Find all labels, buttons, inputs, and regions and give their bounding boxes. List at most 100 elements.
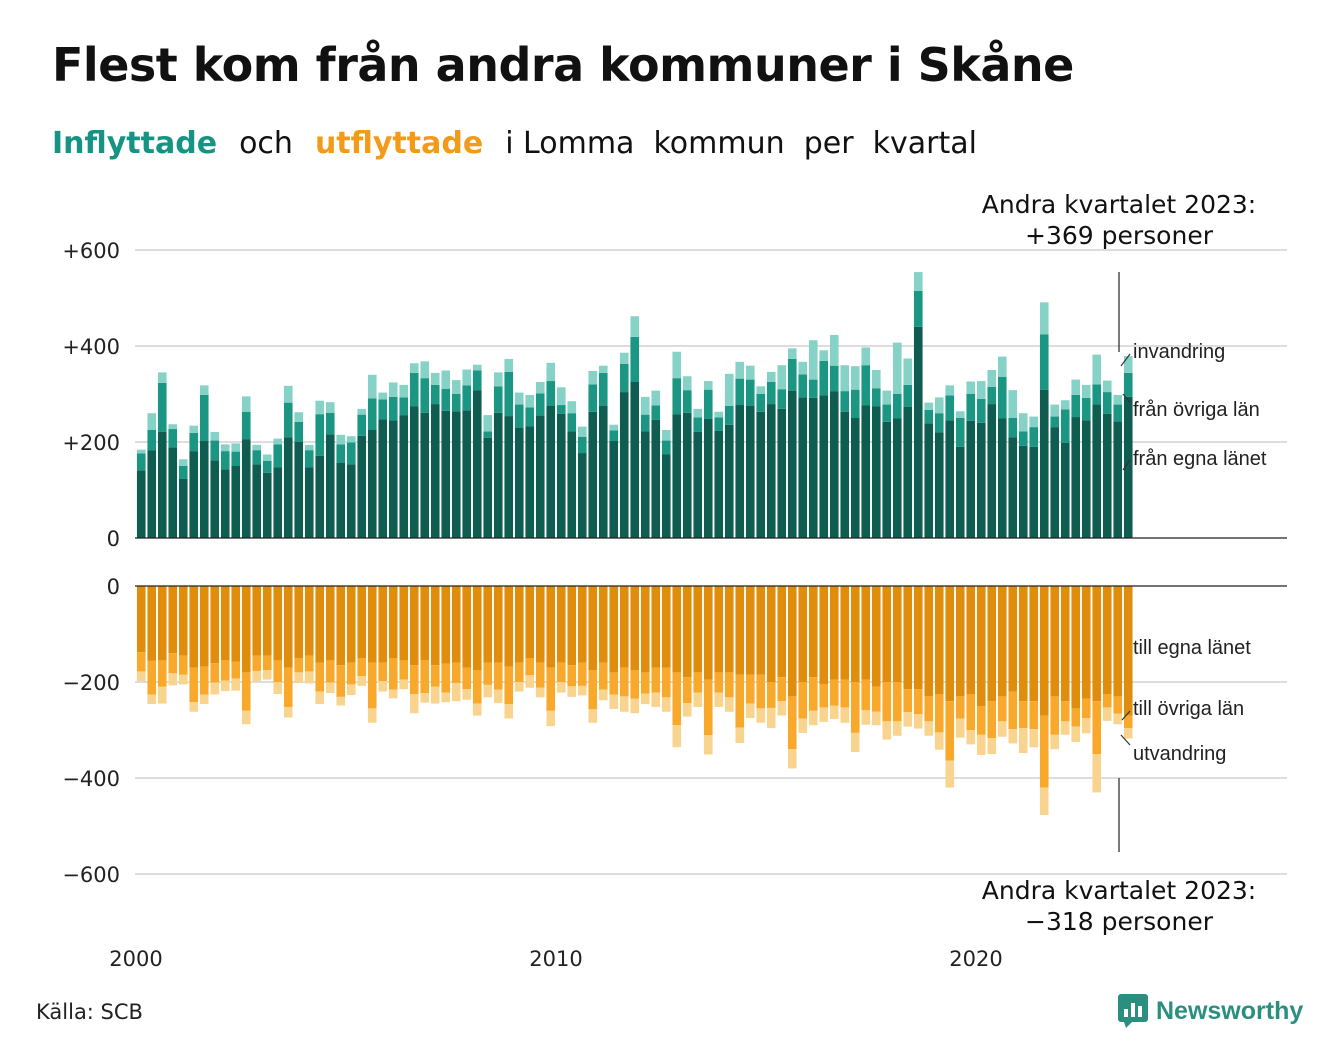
bar-in-segment (714, 411, 724, 418)
bar-out-segment (598, 662, 608, 690)
bar-out-segment (840, 586, 850, 680)
bar-in-segment (283, 437, 293, 538)
bar-out-segment (1092, 754, 1102, 793)
bar-out-segment (1081, 698, 1091, 718)
bar-in-segment (189, 425, 199, 433)
bar-out-segment (378, 586, 388, 663)
bar-in-segment (945, 385, 955, 396)
bar-in-segment (777, 389, 787, 409)
bar-out-segment (987, 738, 997, 754)
bar-in-segment (651, 405, 661, 420)
bar-in-segment (136, 449, 146, 454)
bar-in-segment (829, 391, 839, 538)
bar-in-segment (147, 430, 157, 451)
bar-in-segment (724, 424, 734, 538)
bar-out-segment (735, 586, 745, 675)
bar-in-segment (693, 408, 703, 418)
bar-in-segment (367, 430, 377, 538)
bar-out-segment (514, 586, 524, 663)
bar-in-segment (273, 438, 283, 445)
bottom-y-tick-label: −200 (62, 671, 120, 695)
bar-in-segment (493, 372, 503, 387)
bar-in-segment (441, 370, 451, 389)
bar-out-segment (714, 692, 724, 707)
bar-in-segment (525, 426, 535, 538)
bar-out-segment (808, 586, 818, 678)
bar-in-segment (609, 441, 619, 538)
bar-in-segment (1123, 372, 1133, 397)
bar-out-segment (1050, 586, 1060, 697)
bar-in-segment (1092, 404, 1102, 538)
bar-out-segment (262, 586, 272, 656)
bar-in-segment (231, 451, 241, 466)
bar-in-segment (577, 426, 587, 437)
bars (136, 272, 1133, 815)
bar-out-segment (262, 670, 272, 680)
bar-out-segment (882, 682, 892, 722)
bar-out-segment (336, 696, 346, 706)
bar-in-segment (178, 478, 188, 538)
bar-out-segment (651, 692, 661, 707)
x-tick-label: 2020 (949, 947, 1002, 971)
bar-out-segment (409, 694, 419, 714)
bar-in-segment (903, 406, 913, 538)
bar-out-segment (357, 676, 367, 686)
bar-in-segment (304, 467, 314, 538)
bar-in-segment (924, 409, 934, 424)
bar-in-segment (987, 404, 997, 538)
bar-in-segment (1071, 417, 1081, 538)
bar-in-segment (294, 412, 304, 422)
bar-in-segment (147, 413, 157, 430)
bar-in-segment (430, 404, 440, 538)
bar-out-segment (325, 660, 335, 683)
bar-in-segment (777, 408, 787, 538)
bar-in-segment (819, 360, 829, 396)
bar-in-segment (745, 379, 755, 406)
bar-out-segment (577, 662, 587, 686)
bar-out-segment (1102, 586, 1112, 694)
bar-out-segment (441, 586, 451, 664)
bar-out-segment (241, 672, 251, 711)
bar-out-segment (1060, 721, 1070, 735)
bar-in-segment (640, 431, 650, 538)
bar-in-segment (357, 435, 367, 538)
bar-in-segment (630, 316, 640, 337)
bar-out-segment (997, 586, 1007, 697)
bar-in-segment (640, 396, 650, 415)
bar-in-segment (388, 396, 398, 421)
bar-in-segment (871, 370, 881, 389)
bar-in-segment (871, 388, 881, 407)
bar-in-segment (577, 436, 587, 454)
bar-out-segment (504, 586, 514, 667)
bar-out-segment (462, 689, 472, 700)
bar-in-segment (630, 382, 640, 538)
bar-in-segment (168, 424, 178, 430)
bar-in-segment (976, 422, 986, 538)
bar-in-segment (294, 442, 304, 538)
bar-out-segment (315, 586, 325, 663)
bar-in-segment (924, 402, 934, 410)
bar-out-segment (966, 586, 976, 694)
bar-in-segment (514, 404, 524, 428)
bar-out-segment (567, 665, 577, 687)
bar-in-segment (378, 399, 388, 420)
bar-out-segment (609, 694, 619, 709)
bottom-y-tick-label: −600 (62, 863, 120, 887)
bar-in-segment (840, 411, 850, 538)
bar-out-segment (136, 586, 146, 653)
bar-in-segment (262, 472, 272, 538)
bar-in-segment (714, 417, 724, 431)
bar-out-segment (619, 667, 629, 697)
bar-out-segment (609, 586, 619, 673)
bar-in-segment (840, 391, 850, 412)
bar-in-segment (588, 384, 598, 412)
bar-in-segment (1113, 404, 1123, 422)
bar-in-segment (220, 469, 230, 538)
bar-in-segment (1018, 431, 1028, 446)
bar-in-segment (535, 415, 545, 538)
bar-in-segment (913, 290, 923, 327)
bar-in-segment (420, 412, 430, 538)
bar-in-segment (462, 369, 472, 386)
bar-in-segment (546, 362, 556, 382)
bar-out-segment (273, 586, 283, 661)
